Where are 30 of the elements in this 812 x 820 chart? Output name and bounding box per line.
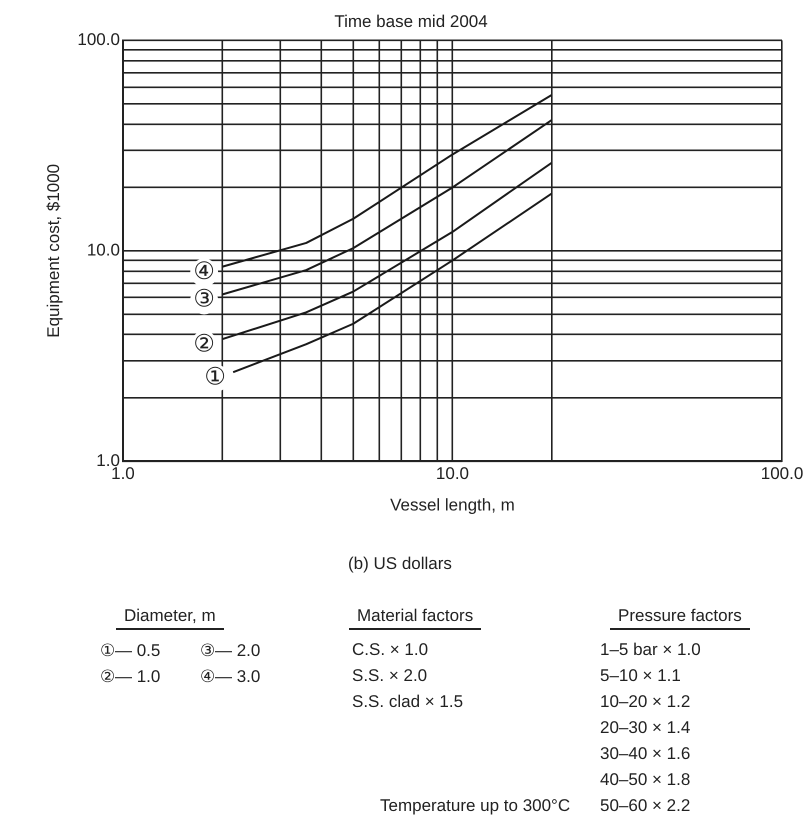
text: C.S. × 1.0 — [352, 640, 428, 660]
text: 5–10 × 1.1 — [600, 666, 681, 686]
text: S.S. clad × 1.5 — [352, 692, 464, 712]
chart-title: Time base mid 2004 — [334, 12, 488, 31]
y-axis-title: Equipment cost, $1000 — [44, 164, 63, 338]
text: 10–20 × 1.2 — [600, 692, 690, 712]
series-label: ① — [204, 362, 226, 390]
text: 30–40 × 1.6 — [600, 744, 690, 764]
text: 1–5 bar × 1.0 — [600, 640, 701, 660]
text: Pressure factors — [610, 606, 750, 630]
x-tick-label: 10.0 — [436, 464, 470, 484]
x-tick-label: 100.0 — [760, 464, 804, 484]
text: Temperature up to 300°C — [380, 796, 570, 816]
series-label: ③ — [193, 284, 215, 313]
text: S.S. × 2.0 — [352, 666, 428, 686]
text: ④— 3.0 — [200, 666, 260, 687]
x-axis-title: Vessel length, m — [390, 495, 515, 514]
series-label: ② — [193, 329, 215, 358]
text: (b) US dollars — [348, 554, 452, 574]
text: Diameter, m — [116, 606, 224, 630]
text: 50–60 × 2.2 — [600, 796, 690, 816]
y-tick-label: 100.0 — [77, 30, 120, 50]
text: 40–50 × 1.8 — [600, 770, 690, 790]
text: ③— 2.0 — [200, 640, 260, 661]
text: ②— 1.0 — [100, 666, 160, 687]
text: Material factors — [349, 606, 482, 630]
text: ①— 0.5 — [100, 640, 160, 661]
y-tick-label: 10.0 — [86, 240, 120, 260]
text: 20–30 × 1.4 — [600, 718, 690, 738]
series-label: ④ — [193, 256, 215, 285]
